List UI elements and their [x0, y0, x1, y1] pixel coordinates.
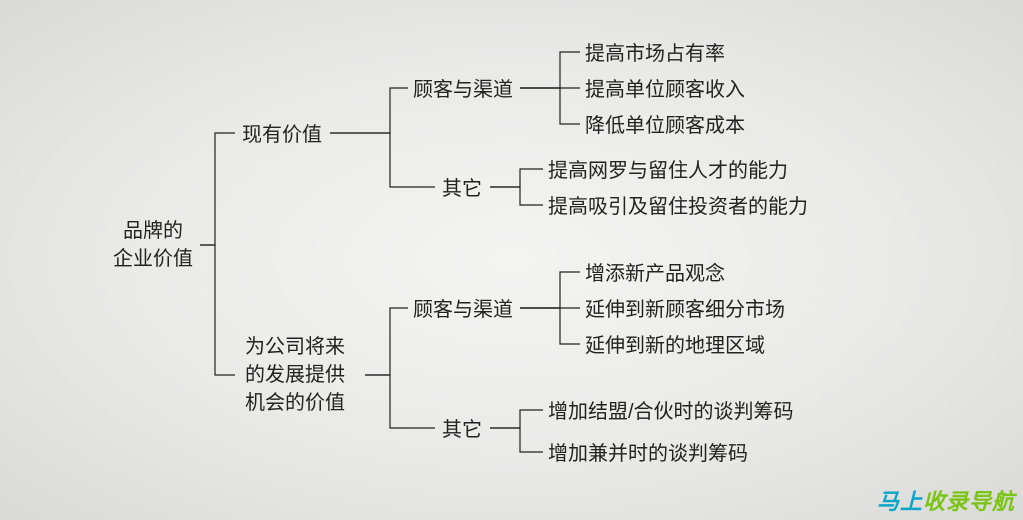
l2-existing-other: 其它 — [442, 175, 482, 203]
leaf-e-c-3: 降低单位顾客成本 — [585, 112, 745, 140]
leaf-f-c-3: 延伸到新的地理区域 — [585, 332, 765, 360]
leaf-e-c-2: 提高单位顾客收入 — [585, 76, 745, 104]
l2-future-customers: 顾客与渠道 — [413, 296, 513, 324]
bracket-path — [520, 88, 580, 124]
bracket-path — [490, 428, 543, 452]
diagram-stage: 品牌的 企业价值 现有价值 为公司将来 的发展提供 机会的价值 顾客与渠道 其它… — [0, 0, 1023, 520]
bracket-path — [330, 88, 408, 133]
watermark: 马上收录导航 — [877, 484, 1015, 516]
leaf-e-c-1: 提高市场占有率 — [585, 40, 725, 68]
watermark-seg2: 收录导航 — [923, 489, 1015, 514]
bracket-path — [200, 133, 235, 245]
l1-future-line1: 为公司将来 — [245, 333, 365, 361]
leaf-f-o-1: 增加结盟/合伙时的谈判筹码 — [548, 398, 794, 426]
leaf-f-c-1: 增添新产品观念 — [585, 260, 725, 288]
bracket-path — [520, 52, 580, 88]
bracket-path — [490, 187, 543, 205]
bracket-path — [490, 169, 543, 187]
bracket-path — [330, 133, 435, 187]
root-node: 品牌的 企业价值 — [108, 217, 198, 273]
bracket-path — [520, 272, 580, 308]
l1-existing: 现有价值 — [242, 121, 322, 149]
l1-future-line2: 的发展提供 — [245, 361, 365, 389]
root-line1: 品牌的 — [108, 217, 198, 245]
bracket-path — [365, 308, 408, 375]
bracket-path — [520, 308, 580, 344]
bracket-path — [200, 245, 235, 375]
root-line2: 企业价值 — [108, 245, 198, 273]
l2-future-other: 其它 — [442, 416, 482, 444]
leaf-e-o-1: 提高网罗与留住人才的能力 — [548, 157, 788, 185]
leaf-e-o-2: 提高吸引及留住投资者的能力 — [548, 193, 808, 221]
l1-future: 为公司将来 的发展提供 机会的价值 — [245, 333, 365, 417]
watermark-seg1: 马上 — [877, 489, 923, 514]
leaf-f-c-2: 延伸到新顾客细分市场 — [585, 296, 785, 324]
leaf-f-o-2: 增加兼并时的谈判筹码 — [548, 440, 748, 468]
bracket-path — [365, 375, 435, 428]
bracket-path — [490, 410, 543, 428]
l1-future-line3: 机会的价值 — [245, 389, 365, 417]
l2-existing-customers: 顾客与渠道 — [413, 76, 513, 104]
